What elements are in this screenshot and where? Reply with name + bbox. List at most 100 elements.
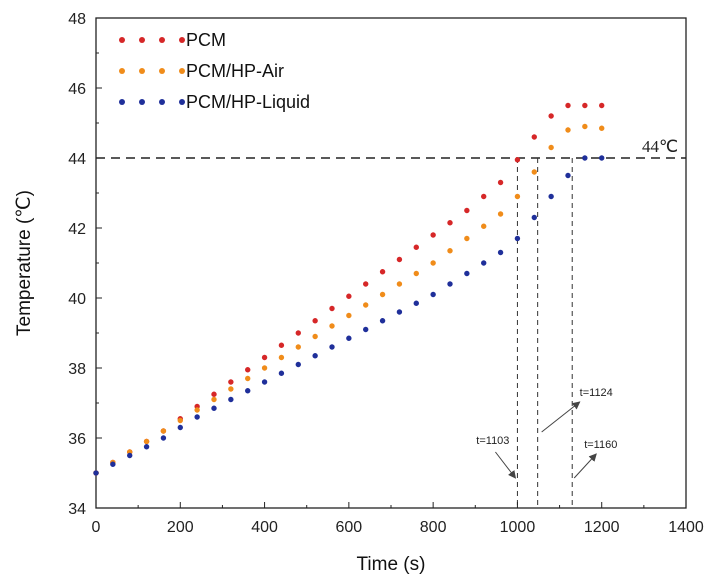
data-point bbox=[379, 291, 386, 298]
data-point bbox=[245, 388, 251, 394]
data-point bbox=[481, 260, 487, 266]
data-point bbox=[464, 235, 470, 242]
data-point bbox=[228, 396, 234, 403]
annotation-arrow bbox=[573, 453, 597, 479]
legend-marker bbox=[159, 99, 165, 105]
legend: PCM PCM/HP-Air PCM/HP-Liquid bbox=[119, 30, 310, 112]
x-tick-label: 800 bbox=[420, 519, 447, 536]
y-axis-title: Temperature (℃) bbox=[14, 190, 35, 336]
data-point bbox=[363, 281, 369, 287]
data-point bbox=[228, 386, 234, 392]
data-point bbox=[245, 375, 251, 382]
data-point bbox=[329, 344, 335, 350]
data-point bbox=[565, 172, 571, 179]
data-point bbox=[413, 300, 419, 306]
data-point bbox=[312, 353, 318, 359]
plot-frame bbox=[95, 17, 687, 509]
data-point bbox=[295, 344, 301, 350]
legend-marker bbox=[159, 37, 165, 43]
data-point bbox=[363, 326, 369, 333]
data-point bbox=[497, 211, 504, 217]
data-point bbox=[548, 144, 554, 151]
data-point bbox=[548, 113, 554, 119]
data-point bbox=[582, 155, 588, 161]
annotations: t=1103 t=1124 t=1160 bbox=[476, 387, 617, 479]
legend-marker bbox=[179, 99, 185, 105]
data-point bbox=[379, 318, 386, 324]
data-point bbox=[363, 302, 369, 308]
data-point bbox=[278, 354, 285, 361]
y-tick-label: 36 bbox=[68, 431, 86, 448]
data-point bbox=[312, 333, 318, 340]
data-point bbox=[379, 269, 386, 275]
data-point bbox=[143, 438, 150, 445]
legend-marker bbox=[139, 99, 145, 105]
legend-marker bbox=[179, 68, 185, 74]
y-tick-label: 42 bbox=[68, 221, 86, 238]
reference-line-label: 44℃ bbox=[642, 137, 678, 156]
data-point bbox=[194, 414, 200, 420]
data-point bbox=[278, 342, 285, 348]
y-tick-label: 48 bbox=[68, 11, 86, 28]
data-point bbox=[261, 354, 268, 361]
data-point bbox=[599, 102, 605, 109]
data-point bbox=[464, 270, 470, 277]
x-tick-label: 0 bbox=[92, 519, 101, 536]
data-point bbox=[261, 379, 268, 385]
y-tick-label: 46 bbox=[68, 81, 86, 98]
series-group bbox=[93, 123, 605, 476]
data-point bbox=[531, 214, 537, 221]
legend-marker bbox=[159, 68, 165, 74]
data-point bbox=[514, 193, 521, 200]
data-point bbox=[295, 330, 301, 336]
data-point bbox=[295, 361, 301, 368]
data-series bbox=[93, 102, 605, 476]
data-point bbox=[599, 155, 605, 161]
legend-label: PCM/HP-Air bbox=[186, 61, 284, 81]
annotation-arrow bbox=[541, 401, 581, 433]
data-point bbox=[464, 207, 470, 214]
data-point bbox=[582, 123, 588, 130]
y-tick-label: 44 bbox=[68, 151, 86, 168]
data-point bbox=[497, 179, 504, 186]
data-point bbox=[329, 305, 335, 312]
data-point bbox=[346, 335, 352, 341]
data-point bbox=[261, 365, 268, 371]
reference-lines: 44℃ bbox=[96, 137, 686, 508]
x-tick-label: 400 bbox=[251, 519, 278, 536]
annotation-arrow bbox=[495, 451, 517, 479]
series-group bbox=[93, 102, 605, 476]
data-point bbox=[582, 102, 588, 109]
x-tick-label: 600 bbox=[336, 519, 363, 536]
legend-marker bbox=[179, 37, 185, 43]
data-point bbox=[413, 244, 419, 250]
x-tick-label: 1200 bbox=[584, 519, 620, 536]
legend-marker bbox=[119, 37, 125, 43]
data-point bbox=[430, 232, 436, 238]
data-point bbox=[447, 248, 453, 254]
y-tick-label: 38 bbox=[68, 361, 86, 378]
data-point bbox=[278, 370, 285, 376]
data-point bbox=[160, 435, 167, 441]
data-point bbox=[143, 444, 150, 450]
data-point bbox=[177, 424, 183, 431]
data-point bbox=[211, 391, 217, 397]
data-point bbox=[177, 417, 183, 424]
data-point bbox=[211, 405, 217, 411]
data-point bbox=[160, 428, 167, 434]
legend-label: PCM bbox=[186, 30, 226, 50]
data-point bbox=[211, 396, 217, 403]
data-point bbox=[481, 193, 487, 200]
legend-marker bbox=[139, 68, 145, 74]
x-tick-label: 1400 bbox=[668, 519, 704, 536]
y-tick-label: 34 bbox=[68, 501, 86, 518]
annotation-label: t=1124 bbox=[580, 387, 613, 399]
data-point bbox=[548, 193, 554, 200]
data-point bbox=[93, 470, 99, 476]
data-point bbox=[430, 260, 436, 266]
data-point bbox=[497, 249, 504, 256]
x-tick-label: 1000 bbox=[500, 519, 536, 536]
data-point bbox=[599, 125, 605, 131]
data-point bbox=[514, 235, 521, 242]
